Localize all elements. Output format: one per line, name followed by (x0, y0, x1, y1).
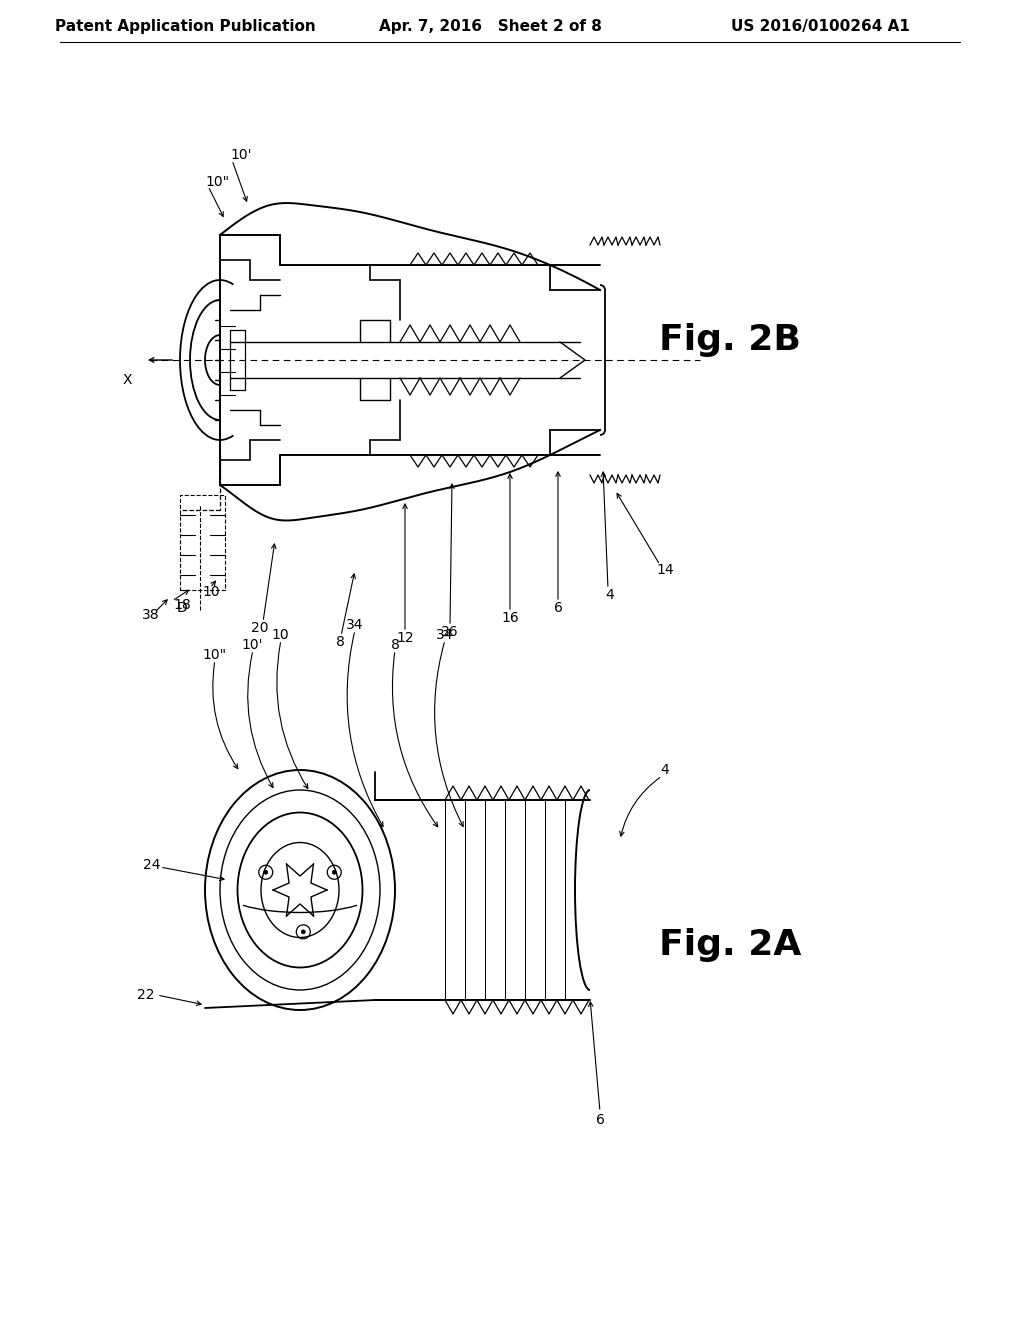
Text: 4: 4 (660, 763, 670, 777)
Text: 20: 20 (251, 620, 268, 635)
Text: US 2016/0100264 A1: US 2016/0100264 A1 (730, 20, 909, 34)
Text: 6: 6 (554, 601, 562, 615)
Text: 18: 18 (173, 598, 190, 612)
Text: 4: 4 (605, 587, 614, 602)
Text: 10': 10' (230, 148, 252, 162)
Text: 10: 10 (202, 585, 219, 599)
Text: 10": 10" (203, 648, 227, 663)
Text: 8: 8 (336, 635, 344, 649)
Text: 10": 10" (205, 176, 229, 189)
Text: 38: 38 (142, 609, 160, 622)
Text: 10': 10' (242, 638, 263, 652)
Text: 14: 14 (656, 564, 674, 577)
Circle shape (301, 929, 305, 933)
Text: Fig. 2B: Fig. 2B (659, 323, 801, 356)
Text: X: X (123, 374, 132, 387)
Text: 24: 24 (142, 858, 160, 873)
Bar (180, 495, 225, 590)
Circle shape (264, 870, 267, 874)
Text: Apr. 7, 2016   Sheet 2 of 8: Apr. 7, 2016 Sheet 2 of 8 (379, 20, 601, 34)
Text: D: D (176, 601, 187, 615)
Text: 6: 6 (596, 1113, 604, 1127)
Text: 10: 10 (271, 628, 289, 642)
Text: 34: 34 (346, 618, 364, 632)
Text: 34: 34 (436, 628, 454, 642)
Circle shape (332, 870, 336, 874)
Text: 16: 16 (501, 611, 519, 624)
Text: Fig. 2A: Fig. 2A (658, 928, 801, 962)
Text: 22: 22 (137, 987, 155, 1002)
Text: Patent Application Publication: Patent Application Publication (54, 20, 315, 34)
Text: 8: 8 (390, 638, 399, 652)
Text: 36: 36 (441, 624, 459, 639)
Text: 12: 12 (396, 631, 414, 645)
